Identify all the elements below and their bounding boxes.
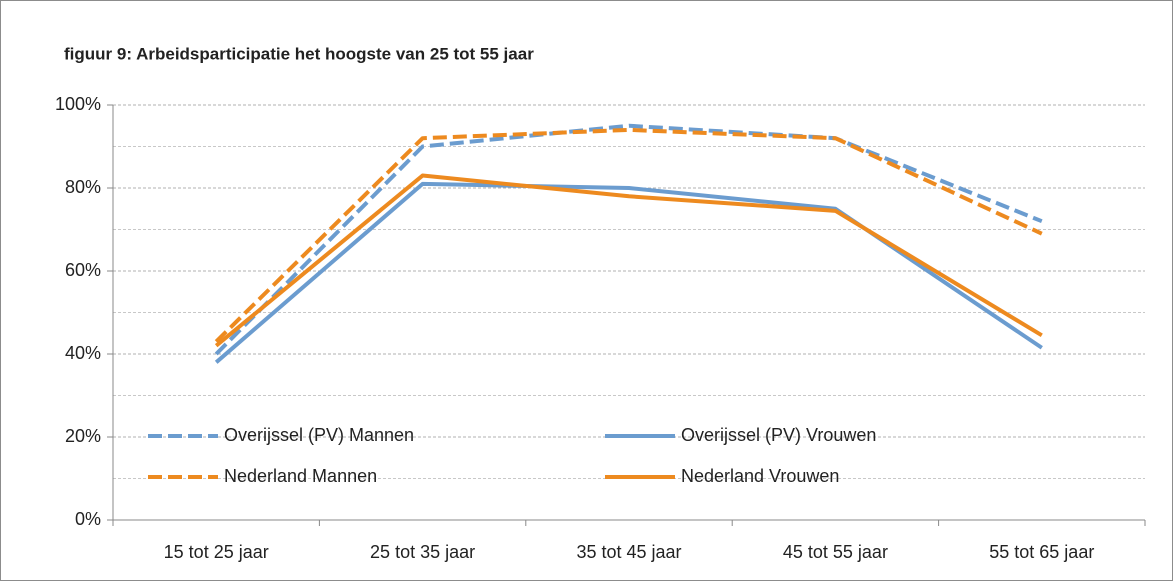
series-line <box>214 123 1043 356</box>
legend-label: Overijssel (PV) Vrouwen <box>681 425 876 445</box>
x-tick-label: 25 tot 35 jaar <box>370 542 475 562</box>
x-tick-label: 55 tot 65 jaar <box>989 542 1094 562</box>
y-tick-label: 20% <box>65 426 101 446</box>
x-tick-label: 45 tot 55 jaar <box>783 542 888 562</box>
x-tick-label: 15 tot 25 jaar <box>164 542 269 562</box>
series-line <box>214 127 1043 343</box>
y-tick-label: 0% <box>75 509 101 529</box>
legend-label: Overijssel (PV) Mannen <box>224 425 414 445</box>
y-tick-label: 80% <box>65 177 101 197</box>
y-tick-label: 40% <box>65 343 101 363</box>
y-tick-label: 100% <box>55 94 101 114</box>
x-tick-label: 35 tot 45 jaar <box>576 542 681 562</box>
legend-label: Nederland Vrouwen <box>681 466 839 486</box>
chart-title: figuur 9: Arbeidsparticipatie het hoogst… <box>64 44 534 63</box>
series-line <box>214 181 1043 364</box>
series-line <box>214 173 1043 348</box>
legend-label: Nederland Mannen <box>224 466 377 486</box>
y-tick-label: 60% <box>65 260 101 280</box>
